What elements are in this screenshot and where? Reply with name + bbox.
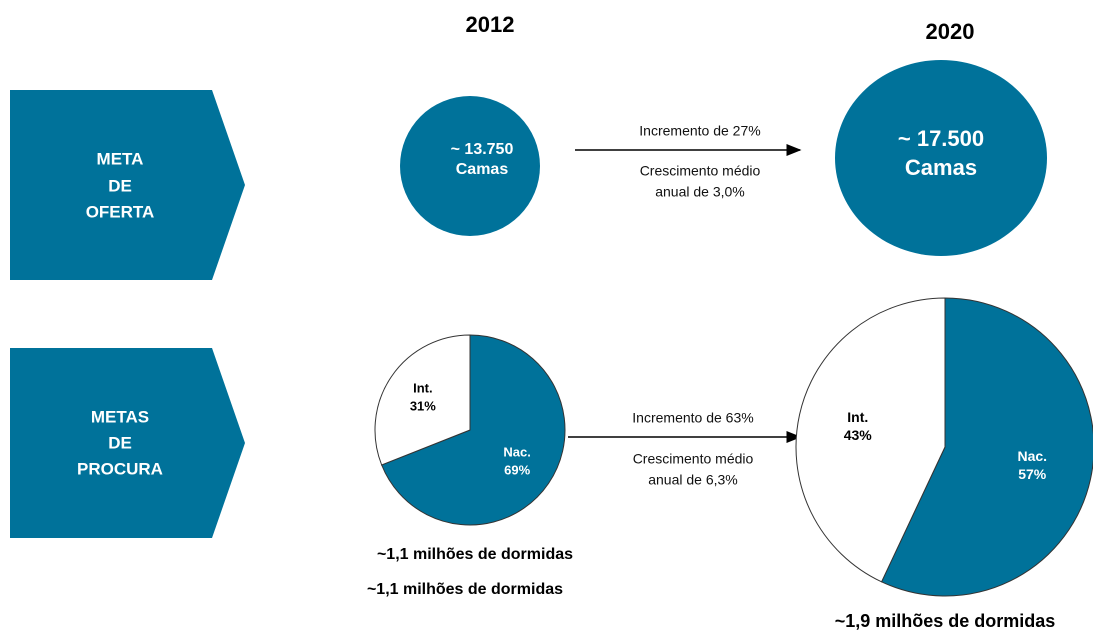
slice-name: Int. [847, 409, 868, 425]
arrow-text: Crescimento médio [640, 163, 761, 179]
row-label: DE [108, 433, 132, 452]
pie-slice [795, 297, 946, 583]
row-arrow [10, 348, 245, 538]
pie-slice [880, 297, 1093, 597]
row-arrow [10, 90, 245, 280]
slice-name: Nac. [503, 444, 530, 459]
arrow-text: Incremento de 27% [639, 123, 760, 139]
row-label: PROCURA [77, 459, 163, 478]
circle-text: Camas [456, 161, 509, 178]
circle-text: Camas [905, 155, 977, 180]
note: ~1,1 milhões de dormidas [367, 581, 563, 598]
row-label: METAS [91, 407, 149, 426]
arrow-text: anual de 6,3% [648, 472, 738, 488]
pie-slice [374, 334, 471, 466]
slice-value: 69% [504, 462, 530, 477]
circle [835, 60, 1047, 256]
circle-text: ~ 13.750 [451, 141, 514, 158]
pie-slice [381, 334, 566, 526]
slice-name: Nac. [1017, 448, 1047, 464]
circle [400, 96, 540, 236]
arrow-text: Crescimento médio [633, 451, 754, 467]
row-label: DE [108, 176, 132, 195]
circle-text: ~ 17.500 [898, 126, 984, 151]
arrow-text: Incremento de 63% [632, 410, 753, 426]
slice-value: 31% [410, 398, 436, 413]
row-label: OFERTA [86, 202, 155, 221]
slice-value: 57% [1018, 466, 1047, 482]
arrow-text: anual de 3,0% [655, 184, 745, 200]
slice-name: Int. [413, 380, 433, 395]
note: ~1,1 milhões de dormidas [377, 546, 573, 563]
slice-value: 43% [844, 427, 873, 443]
row-label: META [97, 149, 144, 168]
note: ~1,9 milhões de dormidas [835, 611, 1056, 631]
year: 2020 [926, 19, 975, 44]
year: 2012 [466, 12, 515, 37]
